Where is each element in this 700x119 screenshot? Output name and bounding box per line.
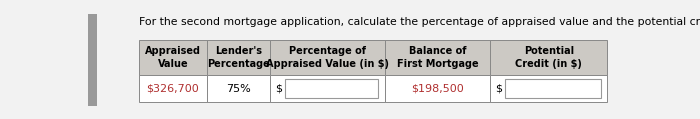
Text: Appraised
Value: Appraised Value xyxy=(145,46,201,69)
FancyBboxPatch shape xyxy=(385,75,490,102)
FancyBboxPatch shape xyxy=(286,79,378,98)
Text: For the second mortgage application, calculate the percentage of appraised value: For the second mortgage application, cal… xyxy=(139,17,700,27)
Text: $198,500: $198,500 xyxy=(411,84,464,94)
FancyBboxPatch shape xyxy=(207,40,270,75)
FancyBboxPatch shape xyxy=(385,40,490,75)
Text: Percentage of
Appraised Value (in $): Percentage of Appraised Value (in $) xyxy=(266,46,389,69)
FancyBboxPatch shape xyxy=(270,40,385,75)
Text: $: $ xyxy=(496,84,503,94)
Text: $: $ xyxy=(276,84,283,94)
Text: 75%: 75% xyxy=(226,84,251,94)
Text: Balance of
First Mortgage: Balance of First Mortgage xyxy=(397,46,478,69)
FancyBboxPatch shape xyxy=(207,75,270,102)
FancyBboxPatch shape xyxy=(505,79,601,98)
FancyBboxPatch shape xyxy=(270,75,385,102)
Text: $326,700: $326,700 xyxy=(146,84,199,94)
FancyBboxPatch shape xyxy=(88,14,97,106)
FancyBboxPatch shape xyxy=(490,75,607,102)
FancyBboxPatch shape xyxy=(490,40,607,75)
Text: Potential
Credit (in $): Potential Credit (in $) xyxy=(515,46,582,69)
FancyBboxPatch shape xyxy=(139,40,207,75)
FancyBboxPatch shape xyxy=(139,75,207,102)
Text: Lender's
Percentage: Lender's Percentage xyxy=(207,46,270,69)
